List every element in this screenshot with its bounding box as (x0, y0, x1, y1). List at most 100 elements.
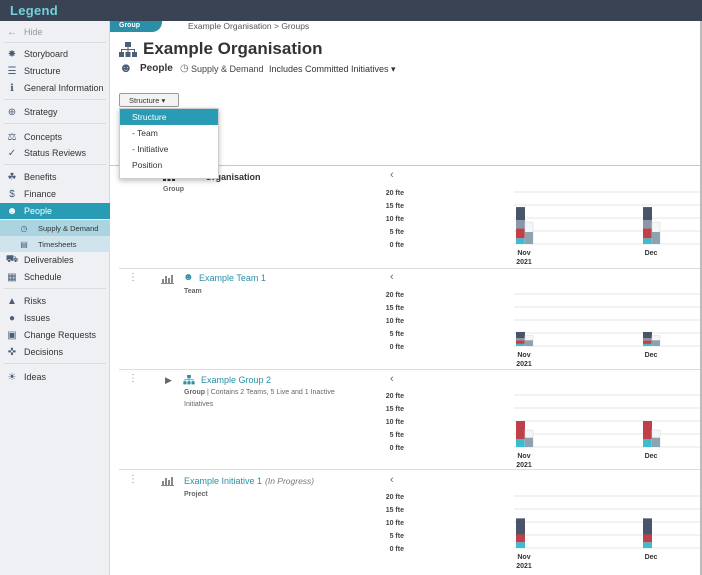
sidebar-item-risks[interactable]: ▲ Risks (0, 293, 110, 309)
sidebar-item-general-information[interactable]: ℹ General Information (0, 80, 110, 96)
bar-segment[interactable] (643, 542, 652, 548)
sidebar-item-people[interactable]: ☻ People (0, 203, 110, 219)
y-tick-label: 20 fte (386, 494, 404, 501)
bar-segment[interactable] (643, 518, 652, 535)
people-icon: ☻ (183, 272, 194, 283)
clock-icon: ◷ (20, 223, 28, 233)
chevron-left-icon[interactable]: ‹ (390, 271, 394, 283)
bar-segment[interactable] (516, 228, 525, 239)
bar-segment[interactable] (516, 340, 525, 344)
sidebar-item-deliverables[interactable]: ⛟ Deliverables (0, 252, 110, 268)
row-menu-icon[interactable]: ⋮ (128, 474, 138, 485)
bar-segment[interactable] (516, 343, 525, 346)
sidebar-subitem-supply-demand[interactable]: ◷ Supply & Demand (0, 220, 110, 236)
row-type: Group | Contains 2 Teams, 5 Live and 1 I… (184, 387, 335, 411)
sidebar-item-schedule[interactable]: ▦ Schedule (0, 269, 110, 285)
row-type-label: Group (184, 389, 205, 396)
sidebar-item-status-reviews[interactable]: ✓ Status Reviews (0, 145, 110, 161)
scrollbar[interactable] (700, 21, 702, 575)
x-tick-label: Dec (645, 250, 658, 257)
bar-segment[interactable] (643, 534, 652, 543)
supply-demand-chart: 20 fte 15 fte 10 fte 5 fte 0 fte Nov 2021 Dec (386, 494, 700, 570)
x-tick-label: Nov (517, 453, 530, 460)
dropdown-option-initiative[interactable]: - Initiative (132, 144, 169, 154)
timesheet-icon: ▤ (20, 239, 28, 249)
bar-segment[interactable] (516, 220, 525, 229)
committed-initiatives-toggle[interactable]: Includes Committed Initiatives ▾ (269, 64, 396, 74)
bar-segment[interactable] (516, 542, 525, 548)
sidebar-item-benefits[interactable]: ☘ Benefits (0, 169, 110, 185)
row-divider (119, 369, 702, 370)
sidebar-item-hide[interactable]: ← Hide (0, 24, 110, 40)
bar-segment[interactable] (643, 228, 652, 239)
x-tick-year: 2021 (516, 361, 532, 368)
bar-segment[interactable] (516, 518, 525, 535)
expand-play-icon[interactable]: ▶ (165, 375, 172, 385)
y-tick-label: 15 fte (386, 305, 404, 312)
bar-segment[interactable] (516, 238, 525, 244)
y-tick-label: 10 fte (386, 520, 404, 527)
bar-segment[interactable] (516, 439, 525, 447)
chevron-left-icon[interactable]: ‹ (390, 169, 394, 181)
sidebar-subitem-timesheets[interactable]: ▤ Timesheets (0, 236, 110, 252)
row-name-group[interactable]: Example Group 2 (201, 375, 272, 385)
sidebar-item-strategy[interactable]: ⊕ Strategy (0, 104, 110, 120)
sidebar-item-ideas[interactable]: ☀ Ideas (0, 369, 110, 385)
schedule-icon: ▦ (7, 271, 17, 283)
bar-segment[interactable] (643, 207, 652, 221)
row-name-team[interactable]: Example Team 1 (199, 273, 266, 283)
group-tab[interactable]: Group (110, 21, 162, 32)
bar-segment[interactable] (643, 331, 652, 339)
chevron-left-icon[interactable]: ‹ (390, 474, 394, 486)
sidebar-item-decisions[interactable]: ✜ Decisions (0, 344, 110, 360)
sidebar-item-label: General Information (24, 83, 104, 93)
bar-segment[interactable] (516, 338, 525, 341)
row-name-organisation[interactable]: Organisation (205, 172, 261, 182)
y-tick-label: 5 fte (390, 331, 405, 338)
y-tick-label: 10 fte (386, 318, 404, 325)
sidebar-item-storyboard[interactable]: ✸ Storyboard (0, 46, 110, 62)
sidebar-item-structure[interactable]: ☰ Structure (0, 63, 110, 79)
bar-chart-icon[interactable] (161, 476, 174, 486)
bar-segment[interactable] (643, 338, 652, 341)
bar-chart-icon[interactable] (161, 274, 174, 284)
y-tick-label: 5 fte (390, 432, 405, 439)
supply-demand-chart: 20 fte 15 fte 10 fte 5 fte 0 fte Nov 2021 Dec (386, 190, 700, 266)
compass-icon: ⊕ (7, 106, 17, 118)
sidebar-item-change-requests[interactable]: ▣ Change Requests (0, 327, 110, 343)
row-menu-icon[interactable]: ⋮ (128, 272, 138, 283)
bar-segment[interactable] (643, 340, 652, 344)
dropdown-option-structure[interactable]: Structure (120, 109, 218, 125)
y-tick-label: 5 fte (390, 533, 405, 540)
y-tick-label: 0 fte (390, 546, 405, 553)
bar-segment[interactable] (643, 238, 652, 244)
row-menu-icon[interactable]: ⋮ (128, 373, 138, 384)
structure-dropdown-button[interactable]: Structure ▾ (119, 93, 179, 107)
x-tick-year: 2021 (516, 563, 532, 570)
sidebar-item-label: Timesheets (38, 239, 77, 249)
sidebar-item-label: People (24, 206, 53, 216)
app-logo[interactable]: Legend (10, 3, 59, 18)
breadcrumb[interactable]: Example Organisation > Groups (188, 21, 310, 31)
bar-segment[interactable] (516, 331, 525, 339)
sidebar-item-label: Strategy (24, 107, 58, 117)
bar-segment[interactable] (643, 421, 652, 440)
dropdown-option-team[interactable]: - Team (132, 128, 158, 138)
dropdown-option-position[interactable]: Position (132, 160, 163, 170)
x-tick-label: Nov (517, 250, 530, 257)
bar-segment[interactable] (643, 220, 652, 229)
bar-segment[interactable] (516, 421, 525, 440)
sidebar-item-finance[interactable]: $ Finance (0, 186, 110, 202)
bar-segment[interactable] (643, 343, 652, 346)
chevron-left-icon[interactable]: ‹ (390, 373, 394, 385)
dollar-icon: $ (9, 188, 15, 200)
row-name-initiative[interactable]: Example Initiative 1 (184, 476, 263, 486)
bar-segment[interactable] (516, 207, 525, 221)
people-icon: ☻ (119, 60, 133, 75)
sidebar-item-issues[interactable]: ● Issues (0, 310, 110, 326)
bar-segment[interactable] (643, 439, 652, 447)
structure-icon: ☰ (7, 65, 17, 77)
bar-segment[interactable] (516, 534, 525, 543)
row-details: | Contains 2 Teams, 5 Live and 1 Inactiv… (205, 389, 335, 396)
sidebar-item-concepts[interactable]: ⚖ Concepts (0, 129, 110, 145)
